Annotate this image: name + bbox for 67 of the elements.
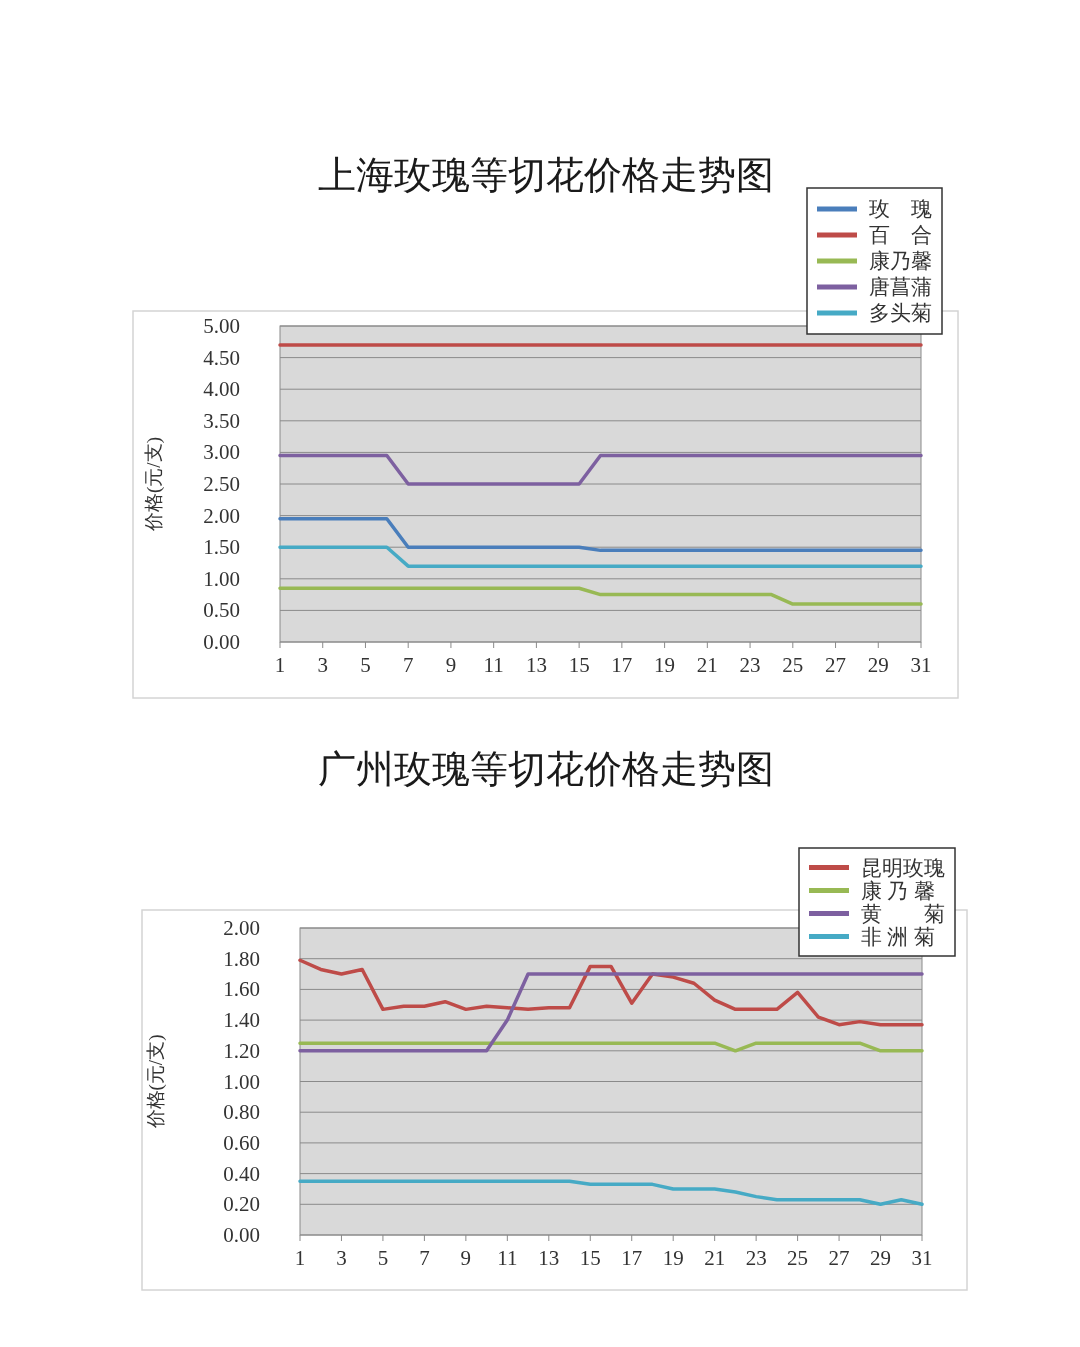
x-tick-label: 23	[745, 1246, 767, 1270]
x-tick-label: 9	[445, 653, 457, 677]
x-tick-label: 11	[497, 1246, 518, 1270]
x-tick-label: 29	[867, 653, 889, 677]
y-tick-label: 3.00	[203, 440, 240, 465]
y-tick-label: 1.00	[223, 1069, 260, 1094]
y-tick-label: 1.50	[203, 535, 240, 560]
legend-label: 多头菊	[869, 301, 932, 325]
x-tick-label: 19	[654, 653, 676, 677]
x-tick-label: 5	[360, 653, 371, 677]
x-tick-label: 13	[538, 1246, 560, 1270]
y-tick-label: 0.00	[223, 1223, 260, 1247]
y-tick-label: 0.00	[203, 630, 240, 654]
x-tick-label: 11	[483, 653, 504, 677]
x-tick-label: 19	[662, 1246, 684, 1270]
y-axis-title: 价格(元/支)	[143, 437, 165, 532]
x-tick-label: 23	[739, 653, 761, 677]
y-axis-title: 价格(元/支)	[145, 1034, 167, 1130]
legend-label: 昆明玫瑰	[861, 855, 945, 880]
x-tick-label: 31	[910, 653, 932, 677]
x-tick-label: 17	[611, 653, 633, 677]
y-tick-label: 2.00	[203, 503, 240, 528]
x-tick-label: 21	[704, 1246, 726, 1270]
legend-label: 玫 瑰	[869, 197, 932, 221]
x-tick-label: 25	[787, 1246, 809, 1270]
legend-label: 百 合	[869, 223, 932, 247]
chart-title: 上海玫瑰等切花价格走势图	[318, 153, 774, 197]
legend-label: 康 乃 馨	[861, 878, 935, 903]
x-tick-label: 7	[402, 653, 414, 677]
x-tick-label: 21	[696, 653, 718, 677]
x-tick-label: 1	[294, 1246, 306, 1270]
x-tick-label: 25	[782, 653, 804, 677]
legend-label: 康乃馨	[869, 249, 932, 273]
x-tick-label: 1	[274, 653, 286, 677]
y-tick-label: 0.20	[223, 1192, 260, 1217]
x-tick-label: 15	[568, 653, 590, 677]
y-tick-label: 1.00	[203, 566, 240, 591]
chart-title: 广州玫瑰等切花价格走势图	[318, 747, 774, 791]
y-tick-label: 3.50	[203, 408, 240, 433]
x-tick-label: 29	[870, 1246, 892, 1270]
x-tick-label: 27	[825, 653, 847, 677]
x-tick-label: 9	[460, 1246, 472, 1270]
x-tick-label: 3	[336, 1246, 347, 1270]
x-tick-label: 17	[621, 1246, 643, 1270]
y-tick-label: 0.50	[203, 598, 240, 623]
x-tick-label: 13	[525, 653, 547, 677]
y-tick-label: 5.00	[203, 314, 240, 338]
y-tick-label: 4.50	[203, 345, 240, 370]
x-tick-label: 31	[911, 1246, 933, 1270]
y-tick-label: 4.00	[203, 377, 240, 402]
y-tick-label: 2.50	[203, 472, 240, 496]
y-tick-label: 0.40	[223, 1161, 260, 1186]
y-tick-label: 0.80	[223, 1100, 260, 1125]
x-tick-label: 7	[419, 1246, 430, 1270]
y-tick-label: 1.60	[223, 977, 260, 1002]
y-tick-label: 1.80	[223, 946, 260, 971]
legend-label: 非 洲 菊	[861, 924, 935, 949]
x-tick-label: 3	[317, 653, 328, 677]
x-tick-label: 27	[828, 1246, 850, 1270]
y-tick-label: 1.20	[223, 1038, 260, 1063]
y-tick-label: 0.60	[223, 1130, 260, 1155]
legend-label: 黄 菊	[861, 901, 945, 926]
x-tick-label: 5	[377, 1246, 389, 1270]
legend-label: 唐菖蒲	[869, 275, 932, 299]
y-tick-label: 2.00	[223, 916, 260, 940]
x-tick-label: 15	[579, 1246, 601, 1270]
y-tick-label: 1.40	[223, 1008, 260, 1033]
